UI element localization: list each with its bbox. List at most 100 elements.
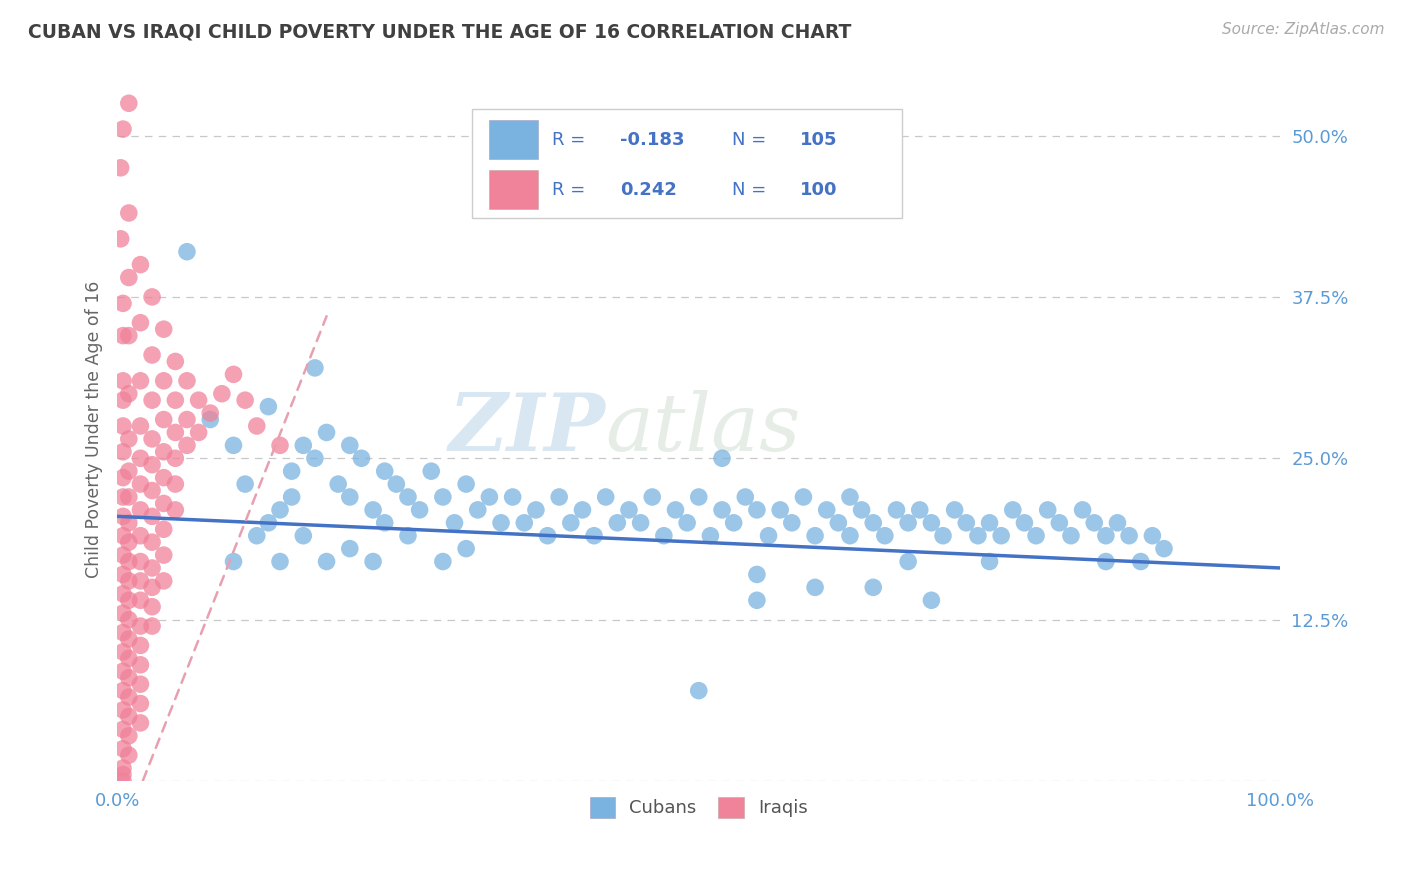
Point [292, 438, 315, 452]
Point [257, 516, 280, 530]
Point [339, 490, 361, 504]
Point [118, 516, 141, 530]
Point [1036, 503, 1059, 517]
Point [111, 767, 134, 781]
Point [111, 374, 134, 388]
Point [571, 503, 593, 517]
Point [222, 438, 245, 452]
Point [187, 425, 209, 440]
Point [141, 458, 163, 472]
Point [862, 580, 884, 594]
Point [129, 619, 152, 633]
Point [176, 438, 198, 452]
Point [118, 432, 141, 446]
Text: N =: N = [733, 130, 772, 149]
Text: 0.242: 0.242 [620, 181, 676, 199]
Point [129, 593, 152, 607]
Point [1095, 555, 1118, 569]
Point [328, 477, 350, 491]
Point [1107, 516, 1129, 530]
Point [979, 555, 1001, 569]
Point [165, 393, 187, 408]
Point [152, 470, 174, 484]
Point [111, 723, 134, 737]
Point [176, 374, 198, 388]
Point [827, 516, 849, 530]
Point [257, 400, 280, 414]
Point [1118, 529, 1140, 543]
Point [932, 529, 955, 543]
Point [111, 328, 134, 343]
Point [1025, 529, 1047, 543]
Point [141, 393, 163, 408]
Point [141, 619, 163, 633]
Point [111, 665, 134, 679]
Point [118, 748, 141, 763]
Point [897, 555, 920, 569]
Point [396, 529, 419, 543]
Point [176, 244, 198, 259]
Point [745, 593, 768, 607]
Point [699, 529, 721, 543]
Point [129, 374, 152, 388]
Point [111, 529, 134, 543]
Point [118, 270, 141, 285]
Point [745, 503, 768, 517]
Point [1047, 516, 1070, 530]
Point [617, 503, 640, 517]
Point [815, 503, 838, 517]
Point [233, 477, 256, 491]
Point [583, 529, 606, 543]
Point [408, 503, 430, 517]
Point [118, 206, 141, 220]
FancyBboxPatch shape [489, 120, 538, 159]
Point [339, 438, 361, 452]
Point [111, 741, 134, 756]
Point [111, 774, 134, 789]
Point [141, 561, 163, 575]
Point [745, 567, 768, 582]
Point [118, 690, 141, 704]
Point [711, 503, 734, 517]
Point [839, 529, 862, 543]
Point [165, 425, 187, 440]
Point [361, 503, 384, 517]
Point [339, 541, 361, 556]
Point [111, 683, 134, 698]
Point [280, 490, 302, 504]
Point [513, 516, 536, 530]
Point [222, 555, 245, 569]
Point [129, 697, 152, 711]
Point [792, 490, 814, 504]
Point [141, 535, 163, 549]
Point [1142, 529, 1164, 543]
Point [688, 683, 710, 698]
Point [758, 529, 780, 543]
Point [839, 490, 862, 504]
Point [176, 412, 198, 426]
Point [1083, 516, 1105, 530]
Point [141, 483, 163, 498]
Point [110, 232, 132, 246]
Point [502, 490, 524, 504]
Legend: Cubans, Iraqis: Cubans, Iraqis [582, 789, 815, 825]
Point [152, 548, 174, 562]
Point [118, 729, 141, 743]
Point [467, 503, 489, 517]
Point [129, 419, 152, 434]
Point [664, 503, 686, 517]
Point [688, 490, 710, 504]
Point [269, 555, 291, 569]
Point [129, 677, 152, 691]
Text: atlas: atlas [606, 391, 801, 468]
Point [548, 490, 571, 504]
Point [111, 606, 134, 620]
Point [630, 516, 652, 530]
Point [246, 529, 269, 543]
Point [141, 432, 163, 446]
Point [110, 161, 132, 175]
Point [652, 529, 675, 543]
Text: R =: R = [553, 130, 591, 149]
Point [165, 354, 187, 368]
Point [141, 599, 163, 614]
